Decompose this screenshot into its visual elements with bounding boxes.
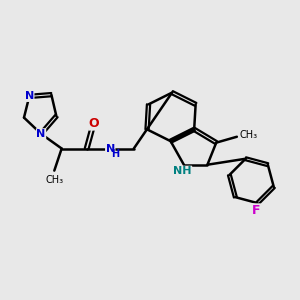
Text: F: F (252, 204, 260, 217)
Text: N: N (25, 92, 34, 101)
Text: CH₃: CH₃ (239, 130, 257, 140)
Text: CH₃: CH₃ (45, 175, 63, 185)
Text: NH: NH (173, 166, 192, 176)
Text: N: N (106, 143, 115, 154)
Text: H: H (112, 149, 120, 159)
Text: N: N (36, 129, 46, 139)
Text: O: O (89, 117, 99, 130)
